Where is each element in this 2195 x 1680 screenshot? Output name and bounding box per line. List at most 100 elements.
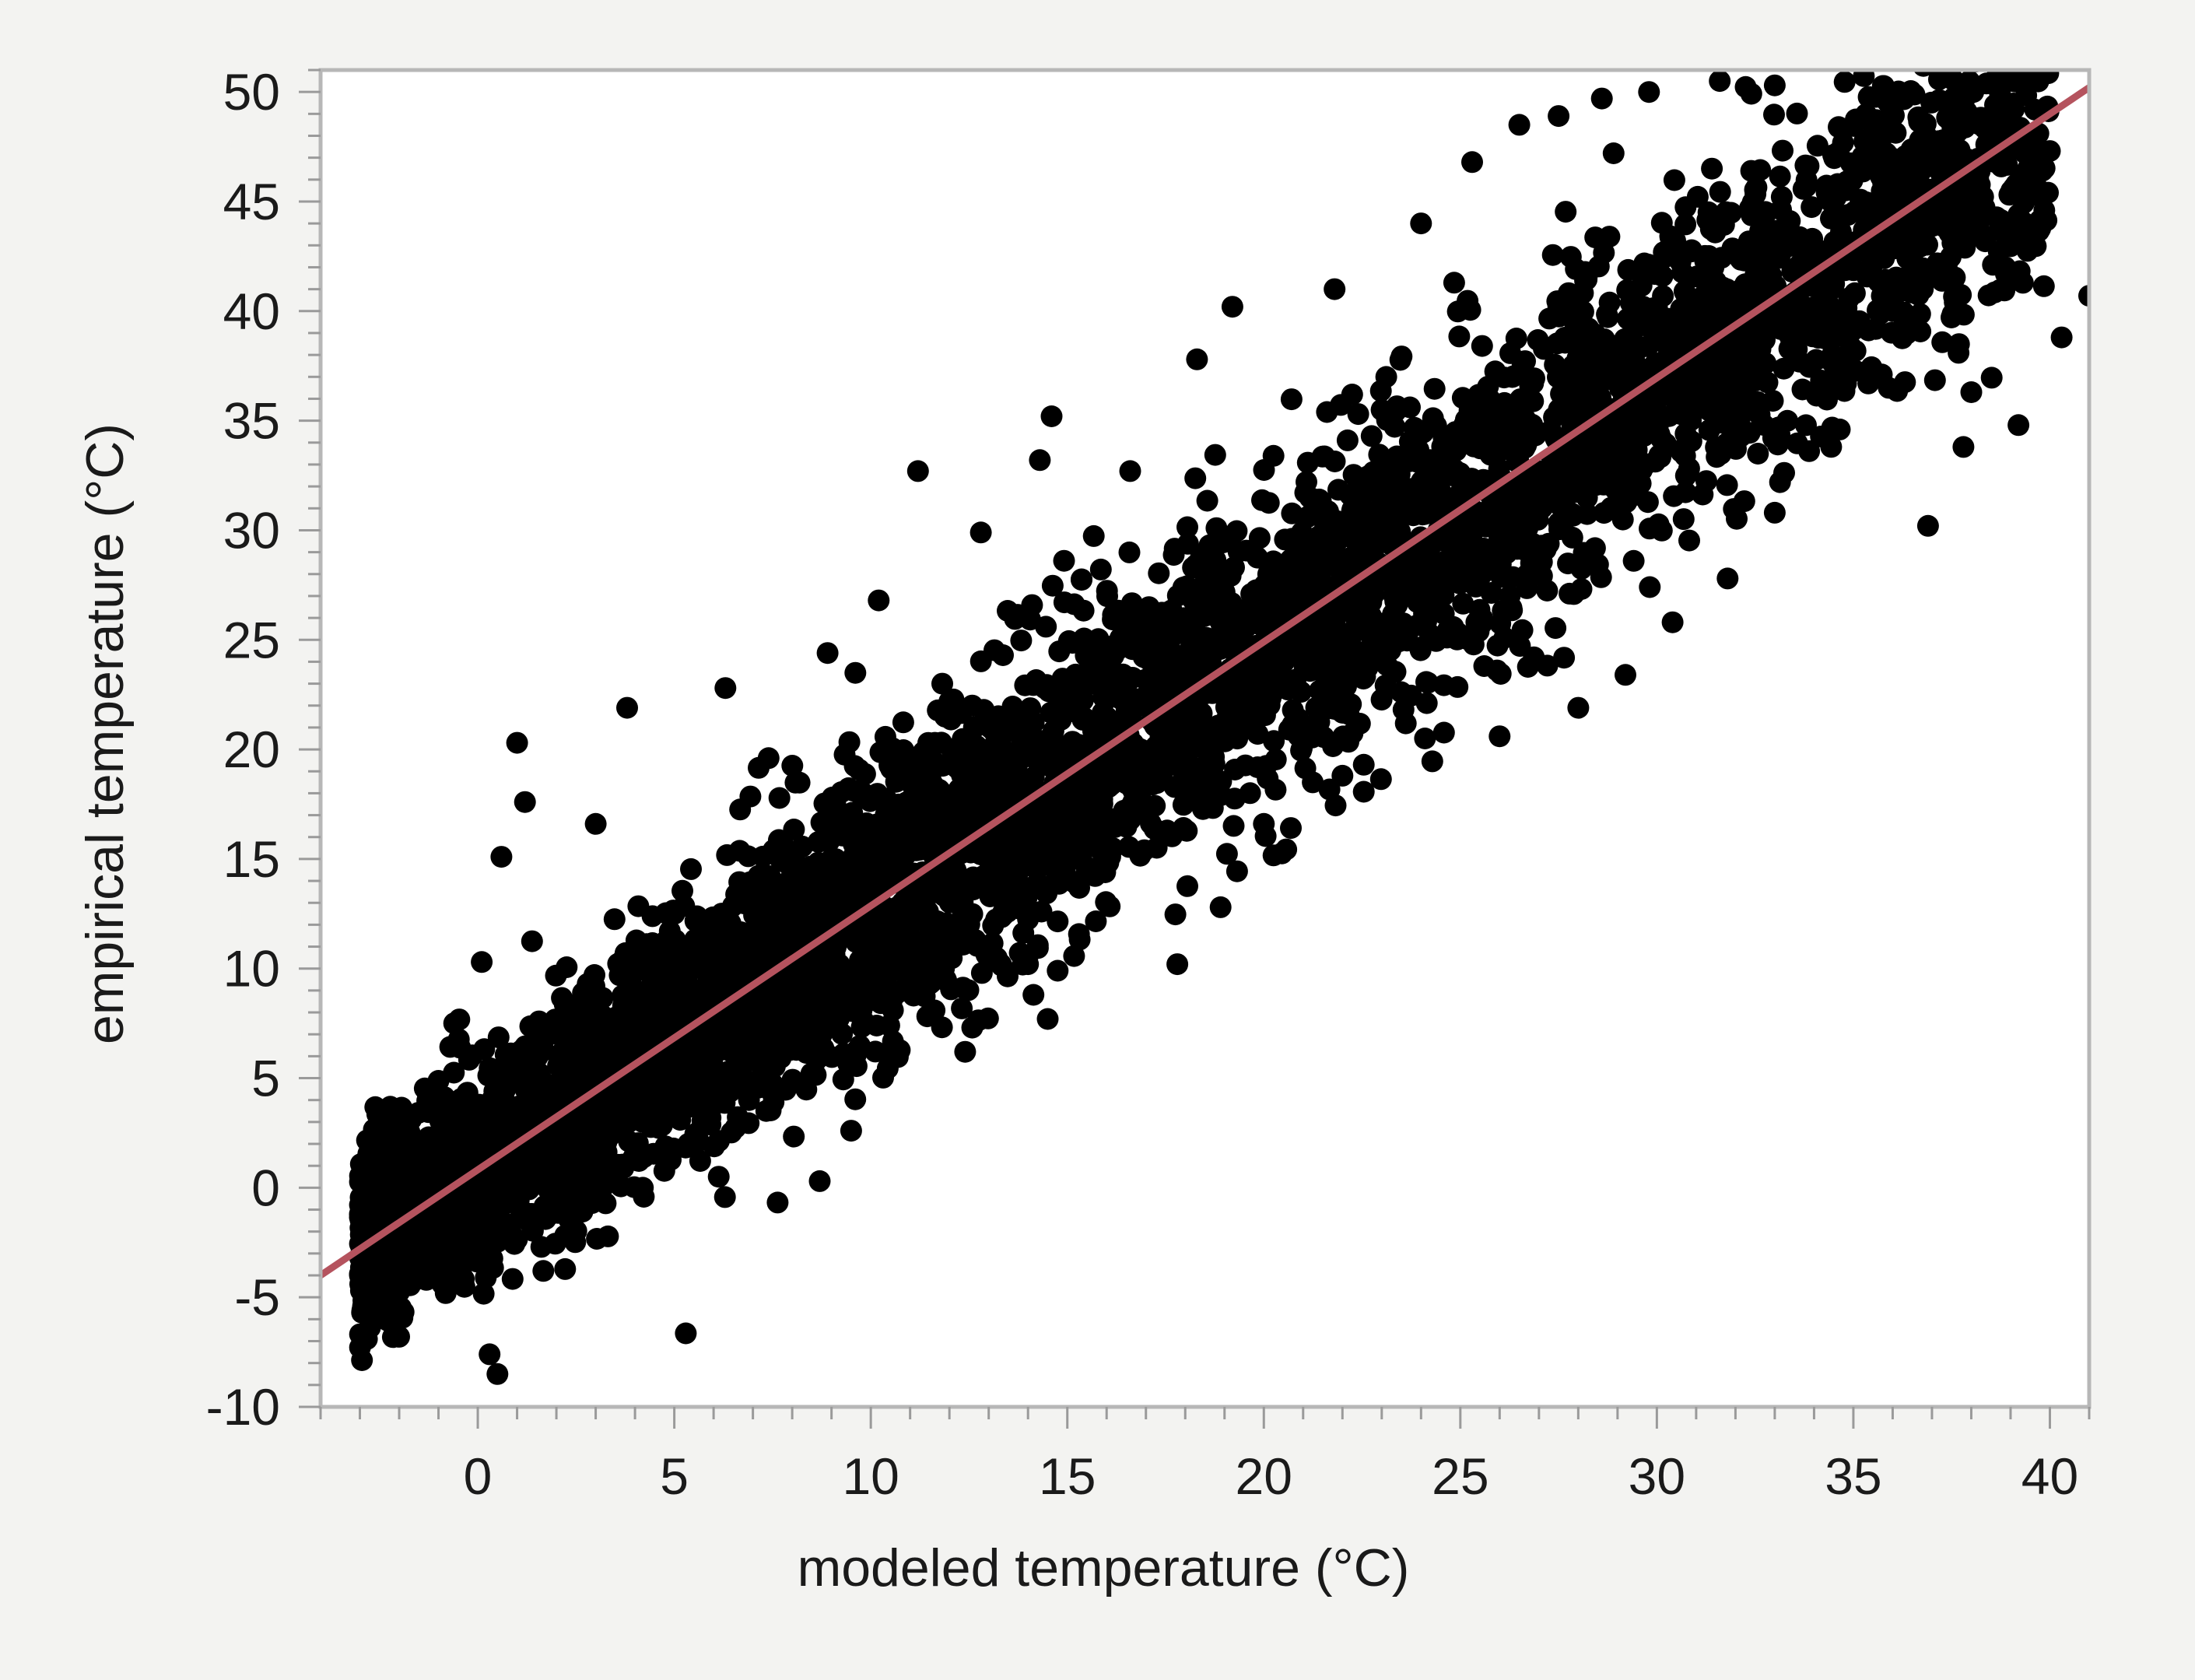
- data-point: [1696, 209, 1719, 231]
- data-point: [1786, 102, 1808, 125]
- data-point: [1744, 178, 1766, 201]
- data-point: [1686, 185, 1709, 208]
- data-point: [1652, 285, 1674, 307]
- data-point: [544, 1233, 566, 1255]
- data-point: [1650, 519, 1673, 542]
- data-point: [588, 1003, 611, 1026]
- data-point: [1178, 626, 1201, 648]
- data-point: [991, 770, 1014, 793]
- data-point: [1990, 155, 2012, 177]
- data-point: [1942, 70, 1964, 91]
- data-point: [1669, 251, 1692, 273]
- data-point: [1685, 265, 1708, 288]
- data-point: [924, 731, 946, 754]
- data-point: [1212, 623, 1235, 646]
- data-point: [1041, 574, 1064, 597]
- data-point: [528, 1010, 550, 1033]
- data-point: [551, 1048, 573, 1071]
- data-point: [400, 1108, 423, 1131]
- data-point: [1562, 583, 1585, 605]
- data-point: [658, 920, 681, 942]
- data-point: [987, 793, 1009, 815]
- data-point: [2032, 275, 2055, 297]
- data-point: [1176, 516, 1198, 538]
- data-point: [1234, 609, 1257, 632]
- data-point: [997, 600, 1019, 622]
- data-point: [1678, 529, 1700, 552]
- data-point: [1471, 398, 1494, 421]
- data-point: [784, 972, 807, 994]
- data-point: [1362, 461, 1384, 483]
- data-point: [1486, 634, 1509, 657]
- data-point: [1573, 542, 1595, 564]
- data-point: [1493, 367, 1516, 389]
- data-point: [1120, 752, 1143, 774]
- data-point: [1071, 569, 1092, 591]
- data-point: [1051, 668, 1074, 690]
- data-point: [961, 1016, 984, 1039]
- data-point: [1552, 330, 1575, 352]
- data-point: [1749, 159, 1772, 181]
- data-point: [763, 1055, 785, 1078]
- data-point: [1061, 731, 1084, 753]
- data-point: [1162, 544, 1185, 566]
- data-point: [1505, 328, 1527, 349]
- data-point: [1829, 418, 1851, 440]
- data-point: [977, 1007, 999, 1029]
- data-point: [1255, 584, 1277, 607]
- data-point: [1022, 984, 1045, 1006]
- data-point: [1256, 695, 1278, 717]
- data-point: [981, 932, 1004, 955]
- data-point: [869, 855, 891, 878]
- data-point: [653, 1159, 675, 1182]
- data-point: [1448, 325, 1471, 348]
- data-point: [1514, 350, 1536, 373]
- data-point: [931, 672, 953, 695]
- data-point: [1308, 488, 1331, 510]
- data-point: [2039, 140, 2061, 163]
- data-point: [838, 731, 861, 753]
- data-point: [680, 858, 702, 880]
- data-point: [805, 1048, 828, 1071]
- data-point: [1663, 485, 1685, 507]
- data-point: [781, 755, 804, 777]
- data-point: [550, 1131, 573, 1154]
- data-point: [1522, 372, 1545, 395]
- data-point: [554, 1257, 577, 1280]
- data-point: [1012, 719, 1034, 742]
- data-point: [2037, 70, 2060, 85]
- data-point: [1451, 387, 1474, 409]
- data-point: [1423, 377, 1446, 400]
- data-point: [675, 1322, 697, 1345]
- data-point: [820, 890, 843, 913]
- data-point: [1036, 882, 1058, 905]
- data-point: [698, 960, 721, 983]
- data-point: [1409, 639, 1432, 661]
- data-point: [1636, 491, 1659, 514]
- data-point: [884, 812, 906, 834]
- data-point: [1317, 651, 1340, 674]
- data-point: [503, 1233, 526, 1255]
- data-point: [1116, 798, 1138, 821]
- data-point: [1943, 86, 1965, 109]
- data-point: [1801, 196, 1823, 219]
- data-point: [1473, 655, 1495, 677]
- data-point: [1663, 169, 1685, 191]
- data-point: [1489, 663, 1512, 685]
- data-point: [1553, 647, 1576, 669]
- data-point: [1177, 740, 1200, 763]
- data-point: [1708, 388, 1730, 410]
- data-point: [1429, 552, 1452, 574]
- data-point: [1882, 148, 1905, 170]
- data-point: [1398, 430, 1421, 453]
- data-point: [1622, 549, 1645, 572]
- data-point: [1068, 923, 1090, 945]
- data-point: [1264, 778, 1287, 801]
- data-point: [714, 1186, 736, 1208]
- data-point: [876, 1057, 899, 1079]
- data-point: [1072, 820, 1095, 843]
- data-point: [1015, 703, 1038, 725]
- data-point: [1640, 318, 1663, 341]
- data-point: [1247, 546, 1268, 569]
- data-point: [1545, 617, 1567, 640]
